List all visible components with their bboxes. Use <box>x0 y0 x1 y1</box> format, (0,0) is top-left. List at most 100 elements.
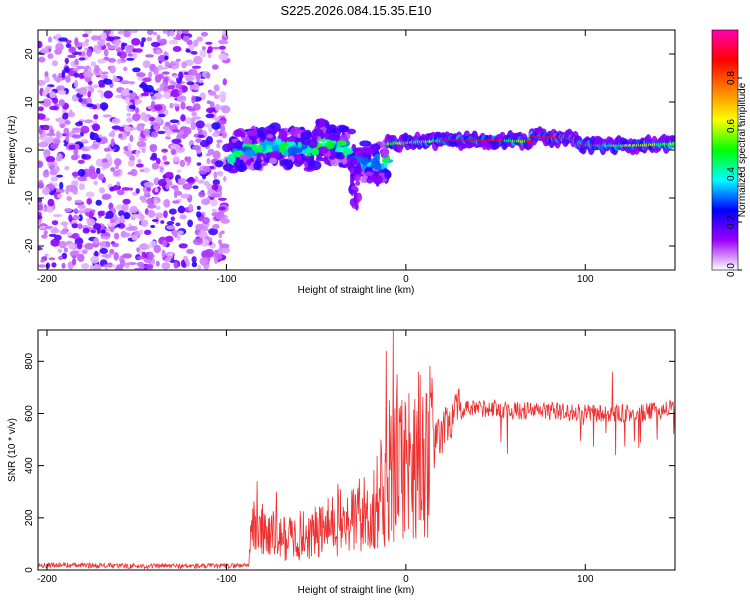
spectrogram-blob <box>195 223 204 231</box>
spectrogram-blob <box>142 167 150 173</box>
spectrogram-blob <box>198 79 204 84</box>
spectrogram-blob <box>173 261 179 269</box>
spectrogram-blob <box>56 156 60 162</box>
spectrogram-blob <box>139 229 144 235</box>
spectrogram-blob <box>42 170 50 178</box>
snr-y-tick-label: 0 <box>24 567 35 573</box>
spectrogram-blob <box>353 173 361 182</box>
spectrogram-blob <box>106 42 111 47</box>
snr-y-label: SNR (10 * v/v) <box>7 418 18 482</box>
spectrogram-blob <box>347 128 357 135</box>
spectrogram-blob <box>355 202 359 211</box>
spectrogram-blob <box>159 38 168 46</box>
spectrogram-blob <box>176 58 181 62</box>
spectrogram-blob <box>156 49 161 55</box>
spectrogram-blob <box>159 169 164 173</box>
spectrogram-blob <box>214 104 221 112</box>
spectrogram-blob <box>300 131 313 140</box>
spectrogram-blob <box>85 191 95 198</box>
spectrogram-blob <box>43 230 48 236</box>
spectrogram-blob <box>140 92 150 97</box>
spectrogram-blob <box>78 97 83 103</box>
spectrogram-blob <box>101 254 111 258</box>
spectrogram-blob <box>96 167 101 175</box>
spectrogram-blob <box>121 187 131 191</box>
spectrogram-blob <box>141 37 146 43</box>
spectrogram-blob <box>221 131 227 139</box>
spectrogram-blob <box>128 104 136 110</box>
spectrogram-blob <box>208 228 219 236</box>
spectrogram-blob <box>162 71 170 75</box>
spectrogram-blob <box>120 214 125 223</box>
spectrogram-blob <box>211 183 219 191</box>
spectrogram-blob <box>191 111 197 117</box>
spectrogram-blob <box>77 121 83 125</box>
spectrogram-blob <box>71 134 82 139</box>
spectrogram-blob <box>242 138 253 145</box>
spectrogram-blob <box>266 133 274 139</box>
spectrogram-blob <box>81 249 88 255</box>
spectrogram-blob <box>296 153 302 161</box>
spectrogram-blob <box>154 116 162 124</box>
spectrogram-blob <box>109 225 115 233</box>
spectrogram-blob <box>122 253 132 259</box>
spectrogram-blob <box>185 75 191 82</box>
spectrogram-blob <box>157 178 167 187</box>
spectrogram-blob <box>190 118 196 123</box>
spectrogram-blob <box>219 91 227 100</box>
spectrogram-blob <box>102 158 108 164</box>
spectrogram-blob <box>139 168 145 173</box>
spectrogram-blob <box>115 94 122 99</box>
colorbar: 0.0 0.2 0.4 0.6 0.8 Normalized spectral ampl… <box>711 29 748 277</box>
spectrogram-blob <box>132 52 138 59</box>
spectrogram-blob <box>132 113 141 122</box>
spectrogram-blob <box>103 147 111 152</box>
spectrogram-blob <box>355 180 361 186</box>
spectrogram-blob <box>325 140 335 150</box>
spectrogram-blob <box>169 119 180 124</box>
spectrogram-blob <box>108 36 114 42</box>
spectrogram-blob <box>173 186 179 192</box>
spectrogram-blob <box>73 79 79 89</box>
spectrogram-blob <box>77 223 83 230</box>
spectrogram-blob <box>352 148 362 152</box>
spectrogram-blob <box>108 58 116 63</box>
spectrogram-blob <box>86 48 93 58</box>
spectrogram-blob <box>118 133 123 139</box>
spectrogram-blob <box>115 165 119 170</box>
spectrogram-blob <box>58 37 68 42</box>
spectrogram-blob <box>45 156 56 163</box>
spectrogram-blob <box>149 145 157 153</box>
spectrogram-blob <box>167 85 175 90</box>
spectrogram-blob <box>222 30 228 37</box>
spectrogram-blob <box>163 161 170 165</box>
spectrogram-blob <box>77 209 86 214</box>
spectrogram-blob <box>49 128 55 135</box>
spectrogram-blob <box>93 237 100 245</box>
spectrogram-blob <box>360 156 369 166</box>
spectrogram-blob <box>101 193 112 200</box>
spectrogram-blob <box>141 148 146 153</box>
spectrogram-blob <box>235 140 243 150</box>
spectrogram-blob <box>68 46 76 54</box>
spectrogram-blob <box>146 198 155 205</box>
spectrogram-blob <box>77 253 85 262</box>
spectrogram-blob <box>211 132 220 137</box>
spectrogram-blob <box>188 204 194 212</box>
spectrogram-blob <box>224 163 234 170</box>
spectrogram-blob <box>211 122 221 130</box>
spectrogram-blob <box>179 214 187 220</box>
spectrogram-blob <box>239 159 245 169</box>
spectrogram-blob <box>139 83 148 88</box>
spectrogram-blob <box>80 125 90 134</box>
spectrogram-blob <box>161 249 166 258</box>
spectrogram-blob <box>153 177 160 186</box>
spectrogram-blob <box>63 224 68 230</box>
spectrogram-blob <box>84 30 92 35</box>
spectrogram-blob <box>257 144 263 153</box>
spectrogram-blob <box>88 210 94 218</box>
spectrogram-blob <box>63 127 70 135</box>
spectrogram-blob <box>216 142 221 149</box>
spectrogram-blob <box>56 193 62 199</box>
spectrogram-blob <box>205 41 213 45</box>
